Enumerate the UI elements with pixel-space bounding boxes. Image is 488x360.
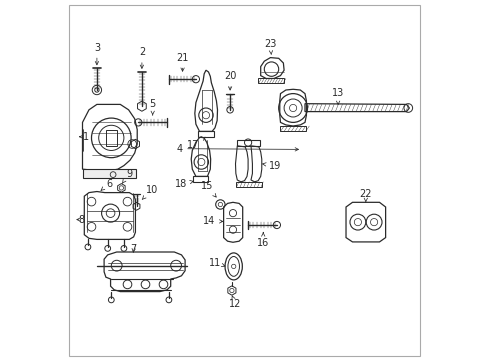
Text: 18: 18 xyxy=(174,179,193,189)
Text: 16: 16 xyxy=(257,233,269,248)
Text: 14: 14 xyxy=(203,216,223,226)
Text: 10: 10 xyxy=(142,185,158,199)
Text: 17: 17 xyxy=(187,137,205,150)
Text: 5: 5 xyxy=(149,99,156,115)
Text: 1: 1 xyxy=(80,132,89,142)
Text: 3: 3 xyxy=(94,42,100,65)
Text: 15: 15 xyxy=(201,181,216,197)
Text: 9: 9 xyxy=(122,168,132,184)
Polygon shape xyxy=(83,169,136,178)
Text: 4: 4 xyxy=(176,144,298,154)
Text: 11: 11 xyxy=(208,258,224,268)
Text: 13: 13 xyxy=(331,88,344,104)
Text: 7: 7 xyxy=(130,244,137,254)
Text: 22: 22 xyxy=(359,189,371,202)
Text: 19: 19 xyxy=(262,161,281,171)
Text: 12: 12 xyxy=(229,296,241,309)
Text: 23: 23 xyxy=(264,39,276,54)
Text: 20: 20 xyxy=(224,71,236,90)
Text: 8: 8 xyxy=(77,215,84,225)
Text: 2: 2 xyxy=(139,47,145,68)
Text: 6: 6 xyxy=(101,179,112,190)
Text: 21: 21 xyxy=(176,53,188,71)
